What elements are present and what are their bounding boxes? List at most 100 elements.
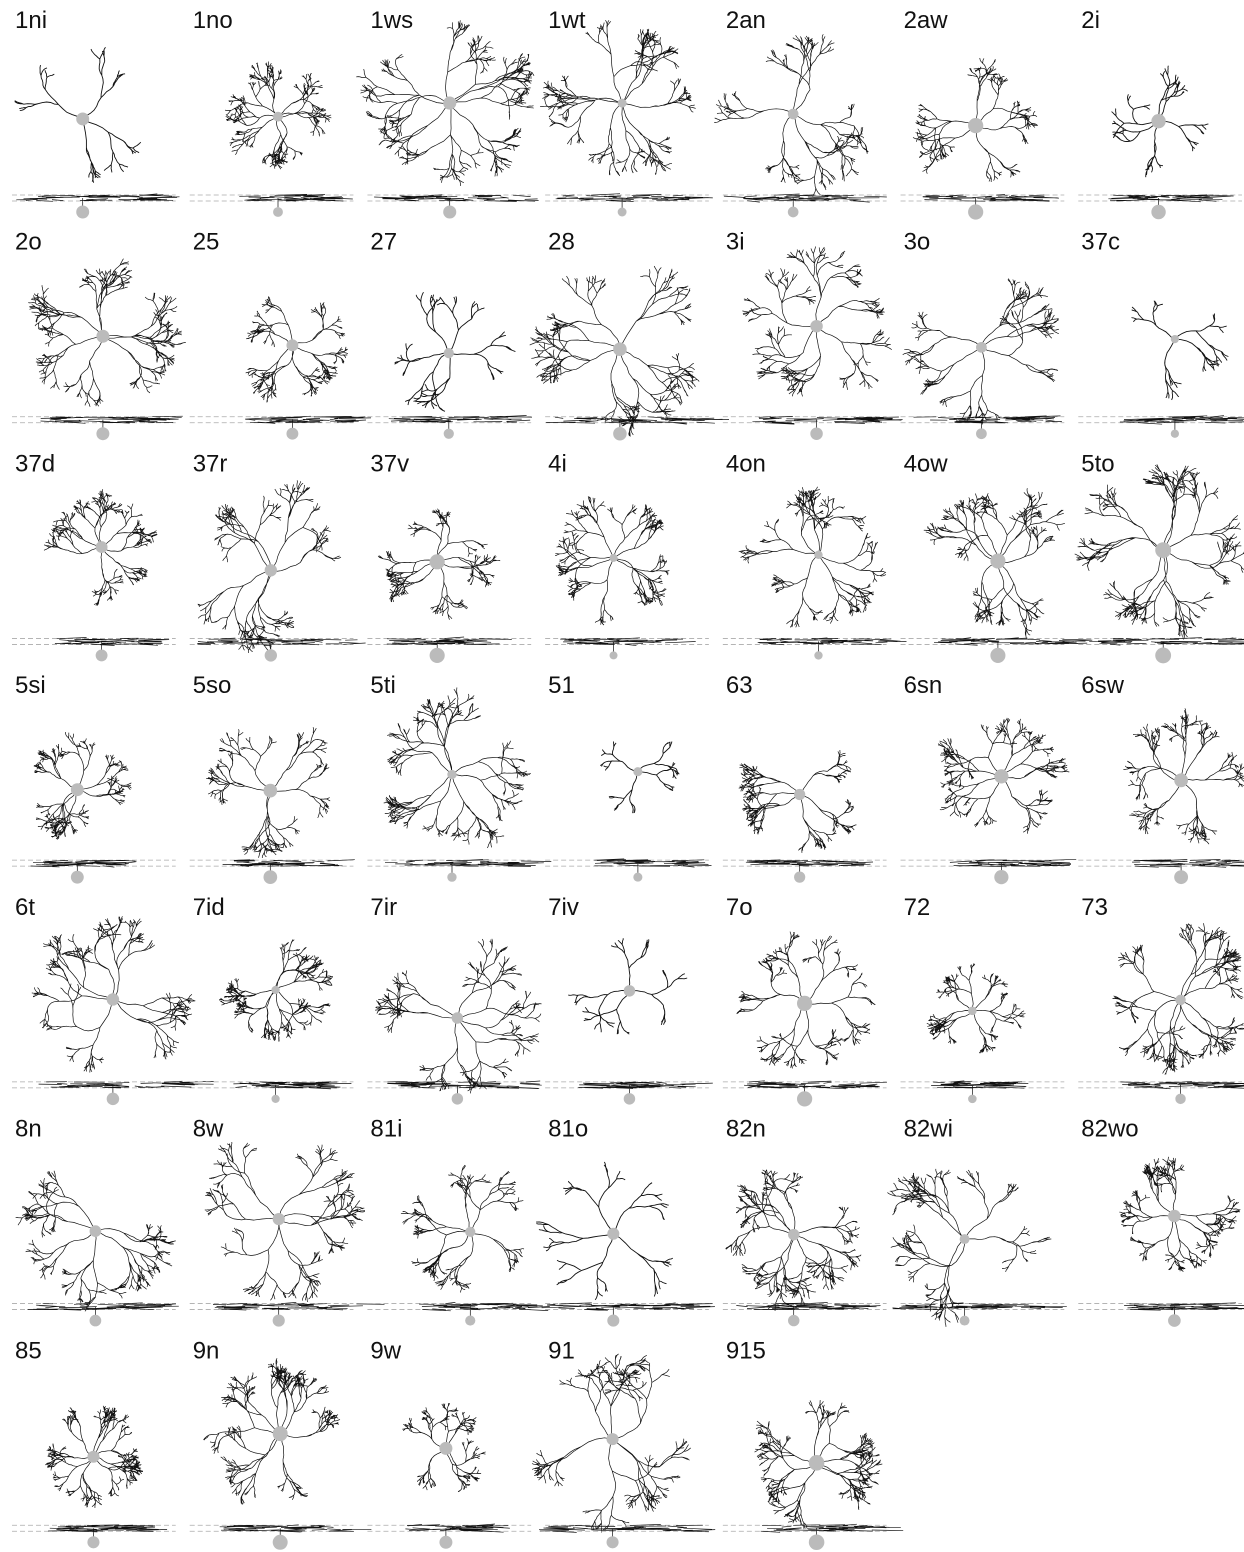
cell-label: 3i: [726, 229, 745, 256]
soma: [430, 554, 445, 569]
soma: [1168, 1210, 1181, 1223]
cell-label: 6t: [15, 894, 35, 921]
cell-label: 2aw: [904, 7, 949, 34]
cell-label: 2an: [726, 7, 766, 34]
cell-panel: 7iv: [545, 894, 713, 1105]
cell-panel: 82wi: [887, 1116, 1066, 1327]
side-view-soma: [447, 872, 456, 881]
cell-label: 72: [904, 894, 931, 921]
side-view-soma: [107, 1093, 119, 1105]
side-view-soma: [439, 1536, 452, 1549]
cell-label: 1ws: [370, 7, 413, 34]
soma: [814, 551, 822, 559]
cell-panel: 81i: [367, 1116, 549, 1326]
side-view-arbor: [223, 860, 355, 875]
side-view-arbor: [736, 1303, 880, 1319]
side-view-soma: [96, 427, 109, 440]
side-view-soma: [1171, 430, 1179, 438]
soma: [96, 330, 109, 343]
side-view-arbor: [28, 1303, 179, 1319]
side-view-soma: [618, 208, 627, 217]
soma: [76, 112, 89, 125]
side-view-soma: [968, 1095, 977, 1104]
soma: [273, 1426, 288, 1441]
dendrite-tree: [927, 963, 1026, 1053]
soma: [96, 541, 108, 553]
soma: [286, 339, 298, 351]
side-view-arbor: [233, 1082, 351, 1097]
cell-panel: 4ow: [901, 450, 1093, 663]
cell-panel: 6sn: [901, 672, 1077, 884]
dendrite-tree: [384, 688, 531, 848]
soma: [273, 112, 283, 122]
soma: [610, 554, 618, 562]
side-view-arbor: [239, 194, 352, 210]
side-view-arbor: [387, 1081, 541, 1097]
figure: 1ni1no1ws1wt2an2aw2i2o2527283i3o37c37d37…: [0, 0, 1244, 1552]
side-view-soma: [1175, 1094, 1185, 1104]
side-view-arbor: [914, 416, 1062, 432]
cell-label: 25: [193, 229, 220, 256]
soma: [87, 1451, 99, 1463]
cell-panel: 8w: [190, 1116, 385, 1327]
cell-panel: 8n: [12, 1116, 179, 1327]
dendrite-tree: [205, 1142, 365, 1302]
side-view-arbor: [746, 860, 873, 875]
soma: [1151, 114, 1165, 128]
cell-label: 85: [15, 1337, 42, 1364]
cell-panel: 7o: [723, 894, 887, 1107]
soma: [607, 1228, 619, 1240]
side-view-arbor: [560, 638, 695, 654]
soma: [960, 1234, 970, 1244]
soma: [447, 770, 456, 779]
dendrite-tree: [16, 1171, 176, 1312]
cell-label: 6sn: [904, 672, 943, 699]
side-view-arbor: [48, 1525, 167, 1540]
soma: [810, 320, 822, 332]
cell-panel: 5si: [12, 672, 176, 883]
side-view-soma: [76, 206, 89, 219]
cell-label: 1wt: [548, 7, 586, 34]
cell-label: 82n: [726, 1116, 766, 1143]
soma: [444, 348, 454, 358]
side-view-arbor: [546, 417, 729, 432]
dendrite-tree: [540, 20, 696, 176]
side-view-arbor: [1120, 416, 1244, 432]
cell-label: 8w: [193, 1116, 224, 1143]
side-view-arbor: [1124, 1303, 1244, 1319]
cell-panel: 2o: [12, 229, 186, 440]
soma: [439, 1442, 452, 1455]
cell-panel: 1ws: [356, 7, 538, 219]
cell-panel: 37c: [1078, 229, 1244, 438]
side-view-soma: [810, 427, 822, 439]
soma: [633, 767, 642, 776]
side-view-arbor: [385, 860, 551, 876]
cell-panel: 7id: [190, 894, 354, 1103]
soma: [452, 1012, 463, 1023]
cell-label: 4ow: [904, 450, 949, 477]
side-view-soma: [90, 1315, 102, 1327]
side-view-soma: [613, 427, 627, 441]
side-view-arbor: [724, 194, 887, 210]
cell-panel: 2i: [1078, 7, 1242, 219]
side-view-soma: [788, 1315, 799, 1326]
cell-panel: 27: [367, 229, 532, 439]
side-view-soma: [1151, 205, 1165, 219]
side-view-soma: [1155, 647, 1171, 663]
cell-panel: 5ti: [367, 672, 551, 882]
side-view-soma: [1168, 1314, 1181, 1327]
soma: [788, 1229, 799, 1240]
side-view-soma: [976, 428, 987, 439]
cell-label: 7o: [726, 894, 753, 921]
cell-panel: 37d: [12, 450, 176, 661]
cell-label: 5si: [15, 672, 46, 699]
side-view-soma: [788, 207, 799, 218]
cell-panel: 25: [190, 229, 371, 440]
side-view-soma: [273, 207, 283, 217]
side-view-soma: [271, 1095, 279, 1103]
side-view-arbor: [197, 638, 365, 654]
cell-label: 81i: [370, 1116, 402, 1143]
side-view-arbor: [761, 1524, 904, 1540]
dendrite-tree: [726, 1170, 862, 1311]
cell-panel: 9n: [190, 1337, 372, 1549]
